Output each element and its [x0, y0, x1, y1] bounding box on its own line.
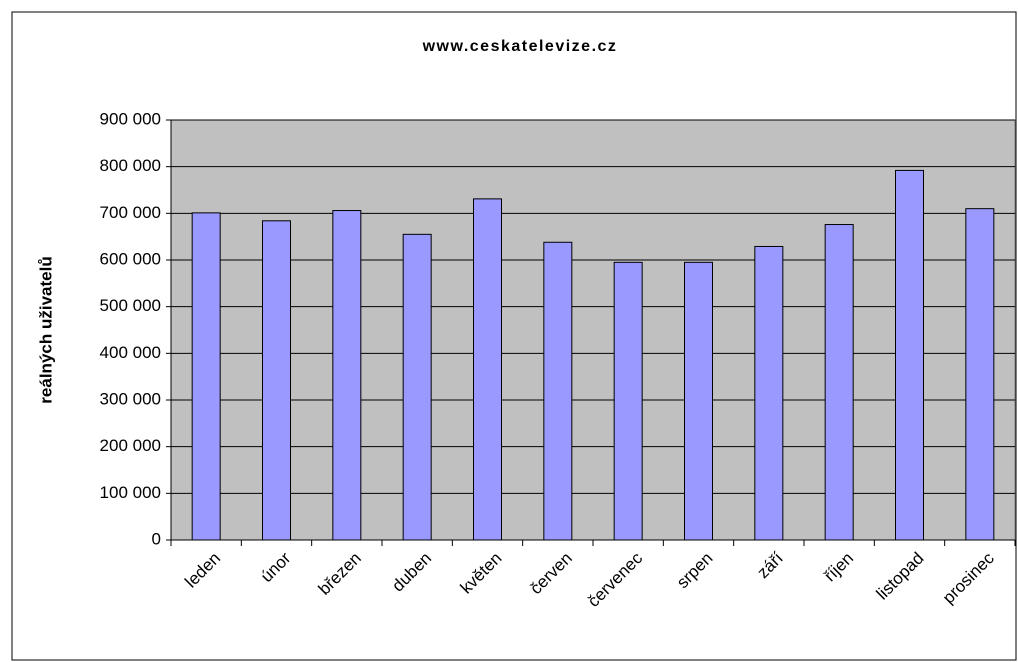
bar [332, 210, 362, 541]
y-tick-label: 500 000 [100, 296, 161, 315]
plot-area [170, 119, 1016, 541]
bar [895, 169, 924, 541]
bar [684, 261, 713, 541]
y-tick-label: 400 000 [100, 343, 161, 362]
bar [402, 233, 432, 541]
chart-title: www.ceskatelevize.cz [422, 38, 618, 55]
bar [965, 208, 995, 541]
bar [754, 245, 784, 541]
y-tick-label: 100 000 [100, 483, 161, 502]
bar [824, 224, 854, 541]
y-tick-label: 300 000 [100, 389, 161, 408]
bar [543, 241, 573, 541]
y-tick-label: 800 000 [100, 156, 161, 175]
y-tick-label: 0 [152, 529, 161, 548]
y-axis-label: reálných uživatelů [36, 256, 55, 403]
bar [262, 220, 291, 541]
y-tick-label: 900 000 [100, 109, 161, 128]
y-tick-label: 200 000 [100, 436, 161, 455]
bar [473, 198, 502, 541]
bar [191, 212, 221, 541]
y-tick-label: 600 000 [100, 249, 161, 268]
y-tick-label: 700 000 [100, 203, 161, 222]
bar [613, 261, 643, 541]
